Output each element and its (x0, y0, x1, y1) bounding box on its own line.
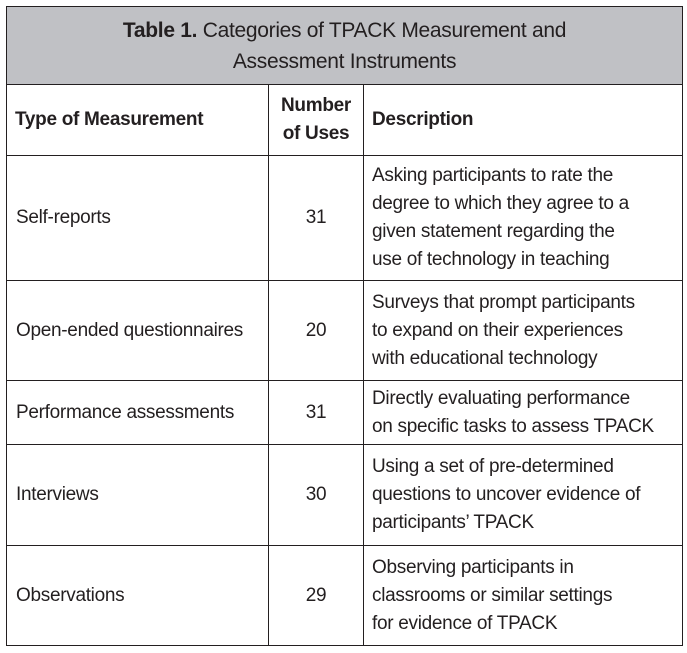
table-row: Interviews 30 Using a set of pre-determine… (6, 444, 684, 546)
header-row: Type of Measurement Number of Uses Descri… (6, 84, 684, 156)
description-line: Asking participants to rate the (372, 165, 614, 186)
header-uses-line2: of Uses (282, 123, 350, 144)
header-uses-line1: Number (281, 95, 351, 116)
table-title-line2: Assessment Instruments (232, 49, 457, 73)
table-row: Open-ended questionnaires 20 Surveys that … (6, 280, 684, 381)
table-label: Table 1. (122, 18, 198, 42)
cell-description: Asking participants to rate the degree to… (362, 155, 684, 281)
cell-type: Open-ended questionnaires (6, 280, 269, 381)
description-line: with educational technology (372, 347, 598, 369)
cell-uses: 31 (268, 155, 364, 281)
cell-description: Observing participants in classrooms or s… (362, 545, 684, 646)
cell-description: Directly evaluating performance on specif… (362, 380, 684, 445)
table-row: Self-reports 31 Asking participants to rat… (6, 155, 684, 281)
cell-uses: 20 (268, 280, 364, 381)
description-line: classrooms or similar settings (372, 584, 613, 606)
description-line: to expand on their experiences (372, 319, 623, 341)
description-line: on specific tasks to assess TPACK (372, 415, 654, 437)
description-line: questions to uncover evidence of (372, 484, 641, 505)
table-row: Observations 29 Observing participants in c… (6, 545, 684, 646)
header-description: Description (362, 84, 684, 156)
table-title-line1: Categories of TPACK Measurement and (202, 18, 567, 42)
cell-description: Using a set of pre-determined questions t… (362, 444, 684, 546)
description-line: for evidence of TPACK (372, 612, 558, 634)
description-line: use of technology in teaching (372, 249, 610, 270)
description-line: Directly evaluating performance (372, 387, 630, 409)
header-uses: Number of Uses (268, 84, 364, 156)
cell-description: Surveys that prompt participants to expan… (362, 280, 684, 381)
description-line: given statement regarding the (372, 221, 615, 242)
description-line: Observing participants in (372, 556, 574, 578)
description-line: degree to which they agree to a (372, 193, 629, 214)
cell-type: Performance assessments (6, 380, 269, 445)
cell-uses: 29 (268, 545, 364, 646)
table-caption: Table 1. Categories of TPACK Measurement… (5, 6, 684, 85)
cell-type: Self-reports (6, 155, 269, 281)
table-row: Performance assessments 31 Directly evalua… (6, 380, 684, 445)
description-line: Using a set of pre-determined (372, 456, 614, 477)
cell-type: Observations (6, 545, 269, 646)
description-line: participants’ TPACK (372, 512, 534, 533)
description-line: Surveys that prompt participants (372, 291, 635, 313)
tpack-table: Table 1. Categories of TPACK Measurement… (5, 6, 684, 646)
cell-uses: 31 (268, 380, 364, 445)
header-type: Type of Measurement (6, 84, 269, 156)
cell-type: Interviews (6, 444, 269, 546)
cell-uses: 30 (268, 444, 364, 546)
